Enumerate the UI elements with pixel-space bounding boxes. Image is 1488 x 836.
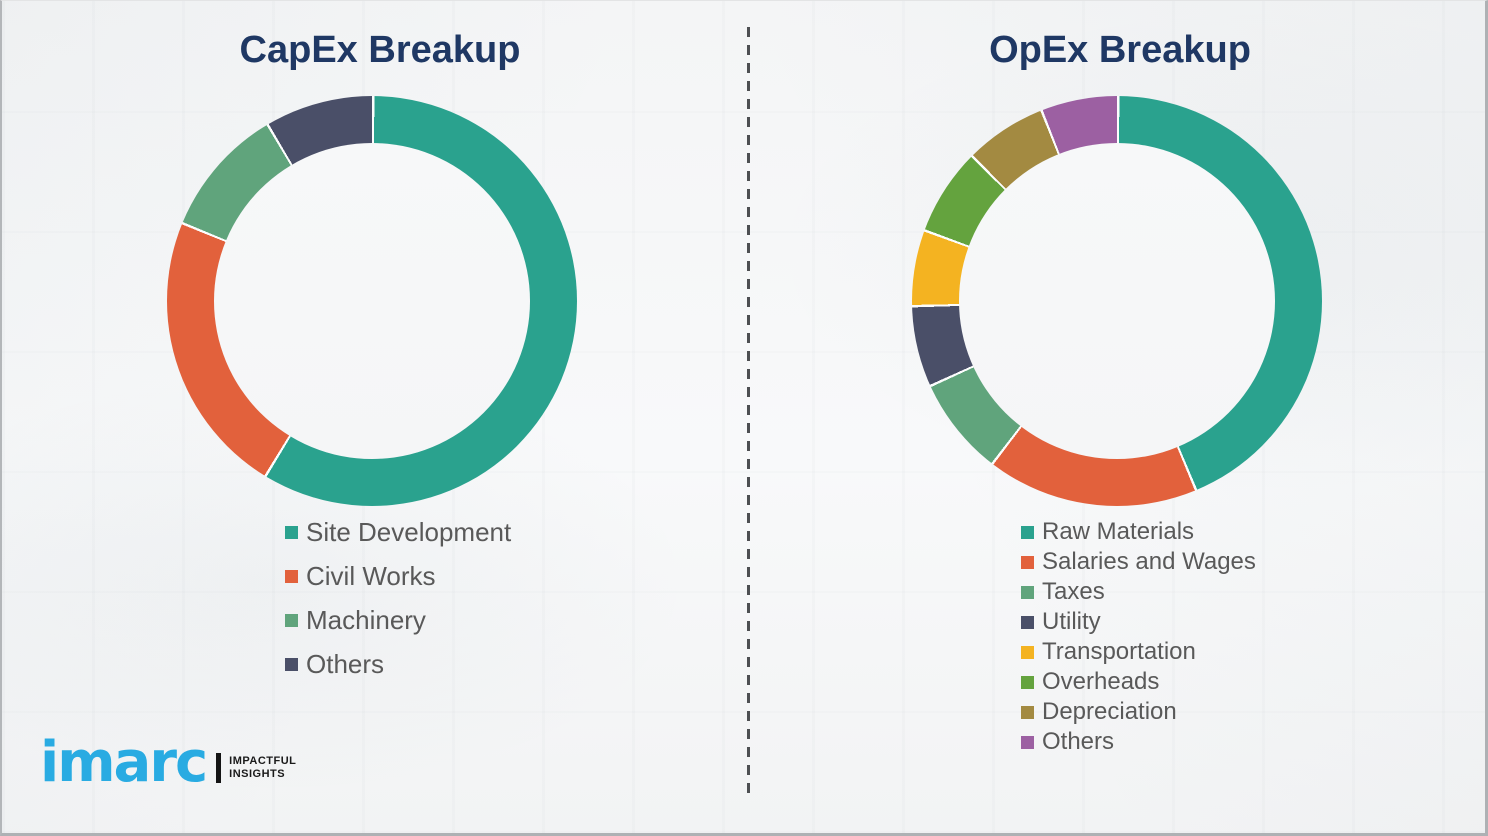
opex-chart-title: OpEx Breakup (989, 29, 1251, 71)
imarc-logo-wordmark: imarc (40, 730, 208, 795)
legend-swatch (1021, 735, 1034, 749)
legend-swatch (285, 657, 298, 671)
legend-label: Depreciation (1042, 698, 1177, 725)
legend-item-others: Others (285, 642, 511, 686)
legend-item-overheads: Overheads (1021, 667, 1256, 697)
legend-swatch (1021, 675, 1034, 689)
legend-swatch (1021, 555, 1034, 569)
capex-donut-chart (167, 96, 577, 506)
legend-item-machinery: Machinery (285, 598, 511, 642)
logo-tagline: IMPACTFUL INSIGHTS (229, 755, 296, 781)
legend-swatch (285, 613, 298, 627)
legend-swatch (1021, 585, 1034, 599)
legend-label: Utility (1042, 608, 1101, 635)
legend-swatch (285, 525, 298, 539)
legend-label: Taxes (1042, 578, 1105, 605)
logo-tagline-line1: IMPACTFUL (229, 755, 297, 767)
opex-donut-hole (959, 143, 1275, 459)
legend-item-raw-materials: Raw Materials (1021, 517, 1256, 547)
legend-label: Others (1042, 728, 1115, 755)
legend-item-utility: Utility (1021, 607, 1256, 637)
legend-swatch (1021, 615, 1034, 629)
legend-label: Machinery (306, 604, 426, 635)
legend-label: Salaries and Wages (1042, 548, 1256, 575)
legend-label: Overheads (1042, 668, 1160, 695)
section-divider (747, 27, 750, 793)
imarc-logo: imarc IMPACTFUL INSIGHTS (40, 732, 296, 794)
legend-label: Site Development (306, 516, 512, 547)
legend-item-salaries-and-wages: Salaries and Wages (1021, 547, 1256, 577)
opex-donut-chart (912, 96, 1322, 506)
legend-item-depreciation: Depreciation (1021, 697, 1256, 727)
logo-tagline-line2: INSIGHTS (229, 768, 286, 780)
legend-item-taxes: Taxes (1021, 577, 1256, 607)
capex-chart-title: CapEx Breakup (239, 29, 521, 71)
legend-label: Transportation (1042, 638, 1196, 665)
legend-item-others: Others (1021, 727, 1256, 757)
legend-label: Raw Materials (1042, 518, 1195, 545)
capex-donut-hole (214, 143, 530, 459)
legend-label: Others (306, 648, 385, 679)
legend-swatch (1021, 525, 1034, 539)
opex-legend: Raw Materials Salaries and Wages Taxes Util… (1021, 517, 1256, 757)
logo-divider-bar (216, 753, 222, 783)
legend-swatch (1021, 645, 1034, 659)
legend-item-site-development: Site Development (285, 510, 511, 554)
legend-label: Civil Works (306, 560, 436, 591)
legend-swatch (1021, 705, 1034, 719)
capex-legend: Site Development Civil Works Machinery Othe… (285, 510, 511, 686)
legend-swatch (285, 569, 298, 583)
legend-item-civil-works: Civil Works (285, 554, 511, 598)
legend-item-transportation: Transportation (1021, 637, 1256, 667)
